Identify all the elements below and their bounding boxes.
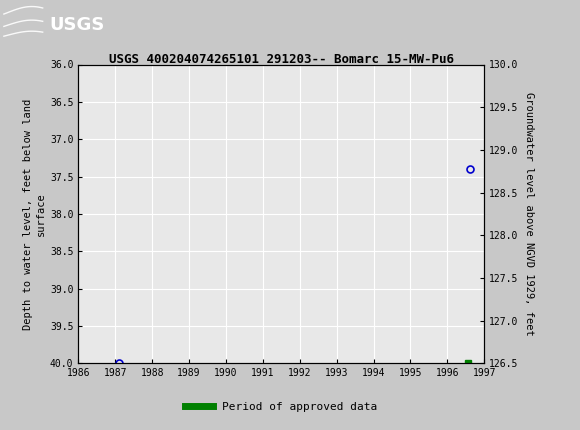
Legend: Period of approved data: Period of approved data (181, 397, 382, 416)
Y-axis label: Depth to water level, feet below land
surface: Depth to water level, feet below land su… (23, 98, 46, 329)
Y-axis label: Groundwater level above NGVD 1929, feet: Groundwater level above NGVD 1929, feet (524, 92, 534, 336)
Text: USGS: USGS (49, 16, 104, 34)
Text: USGS 400204074265101 291203-- Bomarc 15-MW-Pu6: USGS 400204074265101 291203-- Bomarc 15-… (109, 53, 454, 66)
